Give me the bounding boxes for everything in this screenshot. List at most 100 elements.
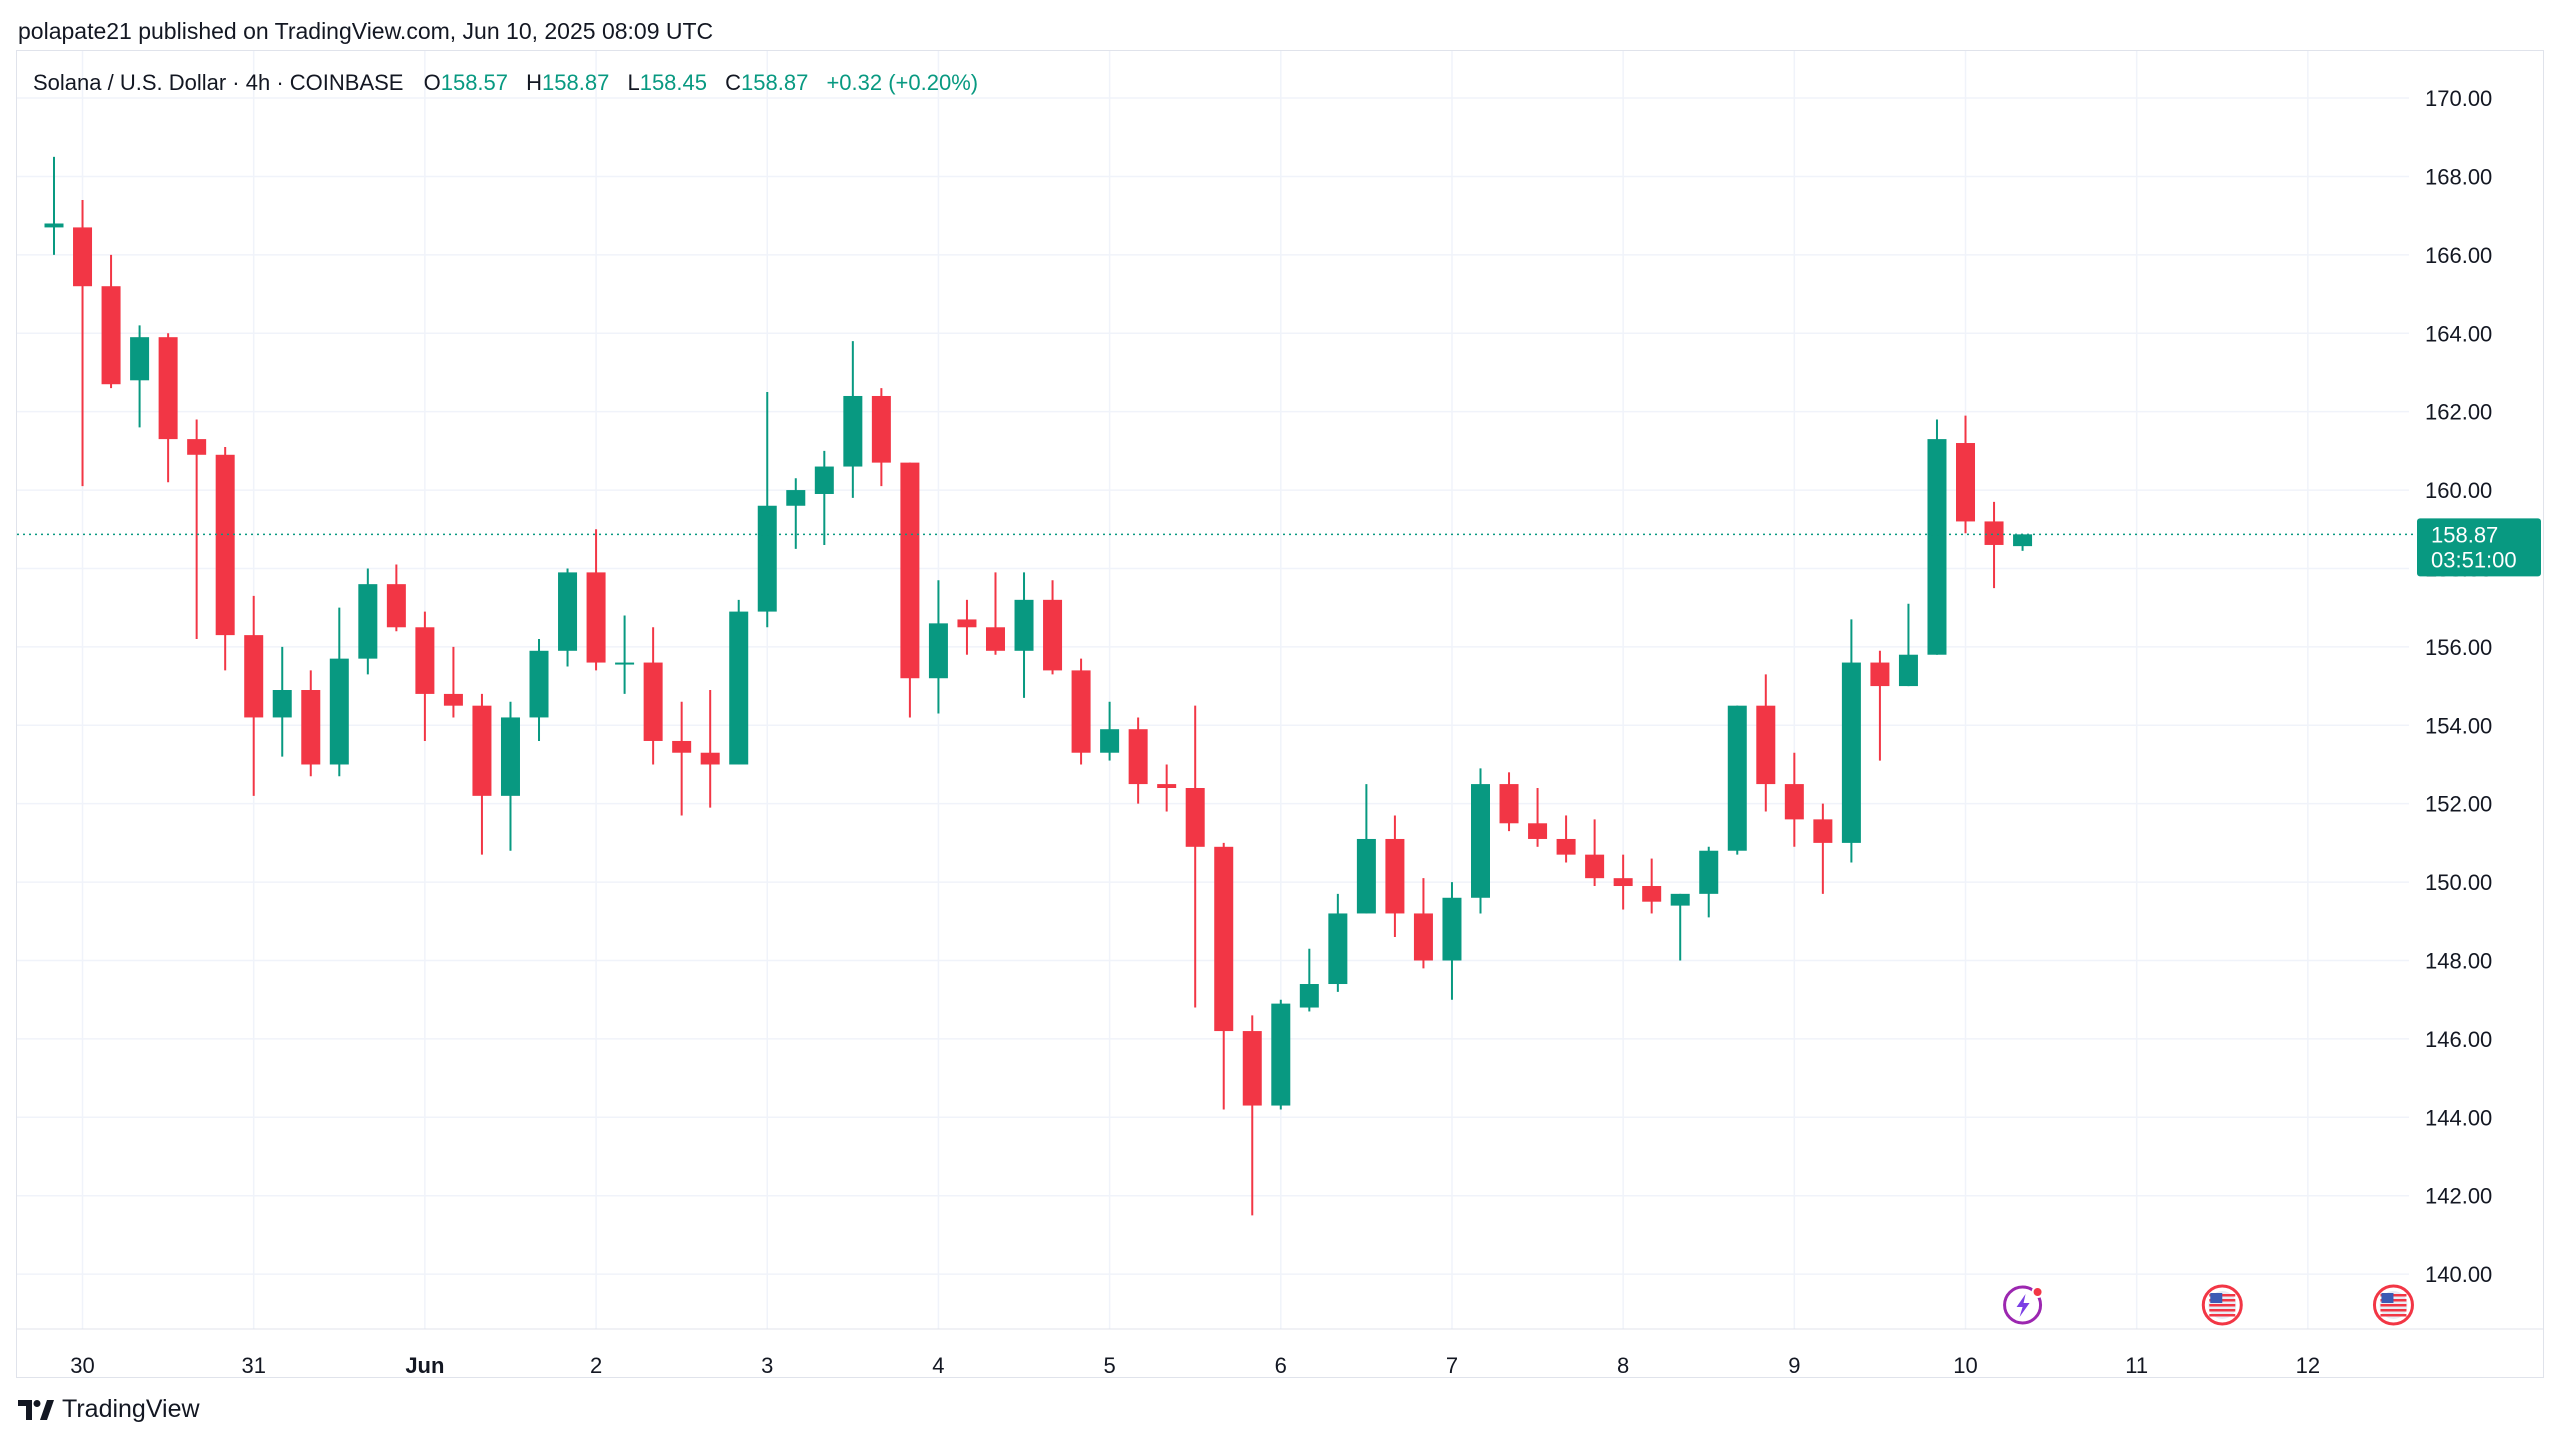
candle-body-up	[928, 623, 948, 679]
price-tick-label: 142.00	[2425, 1184, 2492, 1209]
candle-body-up	[1927, 439, 1947, 655]
candle-body-down	[1642, 886, 1662, 902]
candle-body-down	[1043, 599, 1063, 671]
candle-body-down	[1157, 784, 1177, 789]
candle-body-down	[1185, 788, 1205, 847]
candle-body-up	[358, 584, 378, 659]
tradingview-brand[interactable]: TradingView	[18, 1395, 200, 1424]
candle-body-down	[1984, 521, 2004, 545]
candle-body-down	[301, 690, 321, 765]
candle-body-down	[1499, 784, 1519, 824]
legend-high-value: 158.87	[542, 70, 609, 95]
price-axis[interactable]: 140.00 142.00 144.00 146.00 148.00 150.00 152.…	[2425, 86, 2492, 1287]
candle-body-up	[843, 395, 863, 467]
spark-event-icon	[2003, 1285, 2044, 1325]
time-tick-label: 6	[1275, 1353, 1287, 1377]
candle-body-up	[272, 690, 292, 718]
time-tick-label: 3	[761, 1353, 773, 1377]
candle-body-down	[73, 227, 93, 287]
candle-body-up	[786, 490, 806, 506]
candle-body-up	[558, 572, 578, 651]
spark-icon-dot	[2031, 1286, 2044, 1298]
candle-body-down	[900, 462, 920, 679]
time-tick-label: Jun	[405, 1353, 444, 1377]
flag-canton	[2381, 1293, 2394, 1303]
flag-stripe	[2209, 1309, 2236, 1312]
price-tick-label: 148.00	[2425, 948, 2492, 973]
time-tick-label: 5	[1103, 1353, 1115, 1377]
us-flag-event-icon	[2372, 1284, 2414, 1326]
candle-body-down	[700, 752, 720, 765]
legend-close-label: C	[725, 70, 741, 95]
flag-stripe	[2380, 1309, 2407, 1312]
candle-body-down	[1784, 784, 1804, 820]
candle-body-down	[101, 286, 121, 385]
price-tick-label: 170.00	[2425, 86, 2492, 111]
time-tick-label: 30	[70, 1353, 94, 1377]
publisher-caption: polapate21 published on TradingView.com,…	[18, 18, 714, 44]
candle-body-down	[187, 439, 207, 455]
candle-body-up	[757, 505, 777, 612]
price-tick-label: 156.00	[2425, 635, 2492, 660]
candle-body-up	[729, 611, 749, 765]
candle-body-down	[386, 584, 406, 628]
last-price-tag-background	[2417, 518, 2541, 577]
candle-body-up	[814, 466, 834, 494]
candle-body-up	[1670, 893, 1690, 906]
time-axis[interactable]: 30 31 Jun 2 3 4 5 6 7 8 9 10 11 12	[17, 1328, 2543, 1377]
candle-body-up	[1841, 662, 1861, 843]
candle-body-down	[1813, 819, 1833, 843]
candle-body-up	[615, 662, 635, 665]
price-tick-label: 162.00	[2425, 400, 2492, 425]
price-tick-label: 154.00	[2425, 713, 2492, 738]
price-tick-label: 150.00	[2425, 870, 2492, 895]
price-tick-label: 146.00	[2425, 1027, 2492, 1052]
price-tick-label: 164.00	[2425, 321, 2492, 346]
time-tick-label: 10	[1953, 1353, 1977, 1377]
flag-stripe	[2209, 1304, 2236, 1307]
candle-body-down	[1556, 838, 1576, 855]
last-price-tag: 158.87 03:51:00	[2417, 518, 2541, 577]
candle-body-down	[1128, 729, 1148, 785]
flag-stripe	[2209, 1314, 2236, 1317]
price-tick-label: 168.00	[2425, 164, 2492, 189]
candle-body-down	[415, 627, 435, 694]
legend-high-label: H	[526, 70, 542, 95]
candle-body-down	[871, 395, 891, 463]
candle-body-down	[1214, 846, 1234, 1032]
candle-body-up	[1898, 654, 1918, 687]
candle-body-up	[1299, 984, 1319, 1008]
legend-line: Solana / U.S. Dollar · 4h · COINBASE O15…	[33, 70, 978, 95]
grid	[17, 51, 2409, 1329]
price-tick-label: 140.00	[2425, 1262, 2492, 1287]
flag-canton	[2210, 1293, 2223, 1303]
spark-icon-bolt	[2016, 1294, 2030, 1317]
candle-body-down	[1528, 823, 1548, 839]
candle-body-up	[1471, 784, 1490, 898]
legend-close-value: 158.87	[741, 70, 808, 95]
legend-low-label: L	[627, 70, 639, 95]
legend-open-label: O	[424, 70, 441, 95]
legend-low-value: 158.45	[640, 70, 707, 95]
candle-body-down	[1756, 705, 1776, 785]
candle-body-up	[1100, 729, 1120, 753]
candle-body-down	[1413, 913, 1433, 961]
flag-stripe	[2380, 1304, 2407, 1307]
candle-body-up	[44, 223, 64, 228]
time-tick-label: 11	[2125, 1353, 2148, 1377]
us-flag-event-icon	[2201, 1284, 2243, 1326]
candle-body-down	[1956, 443, 1976, 522]
time-tick-label: 9	[1788, 1353, 1800, 1377]
candle-body-down	[1870, 662, 1890, 687]
candle-body-down	[215, 454, 235, 636]
time-tick-label: 4	[932, 1353, 944, 1377]
candlestick-chart[interactable]: 140.00 142.00 144.00 146.00 148.00 150.00 152.…	[17, 51, 2543, 1377]
time-tick-label: 31	[241, 1353, 265, 1377]
legend-open-value: 158.57	[441, 70, 508, 95]
candle-body-up	[1271, 1003, 1291, 1106]
candle-body-down	[1585, 854, 1605, 879]
price-tick-label: 160.00	[2425, 478, 2492, 503]
price-tick-label: 166.00	[2425, 243, 2492, 268]
legend-symbol: Solana / U.S. Dollar · 4h · COINBASE	[33, 70, 403, 95]
flag-stripe	[2380, 1314, 2407, 1317]
